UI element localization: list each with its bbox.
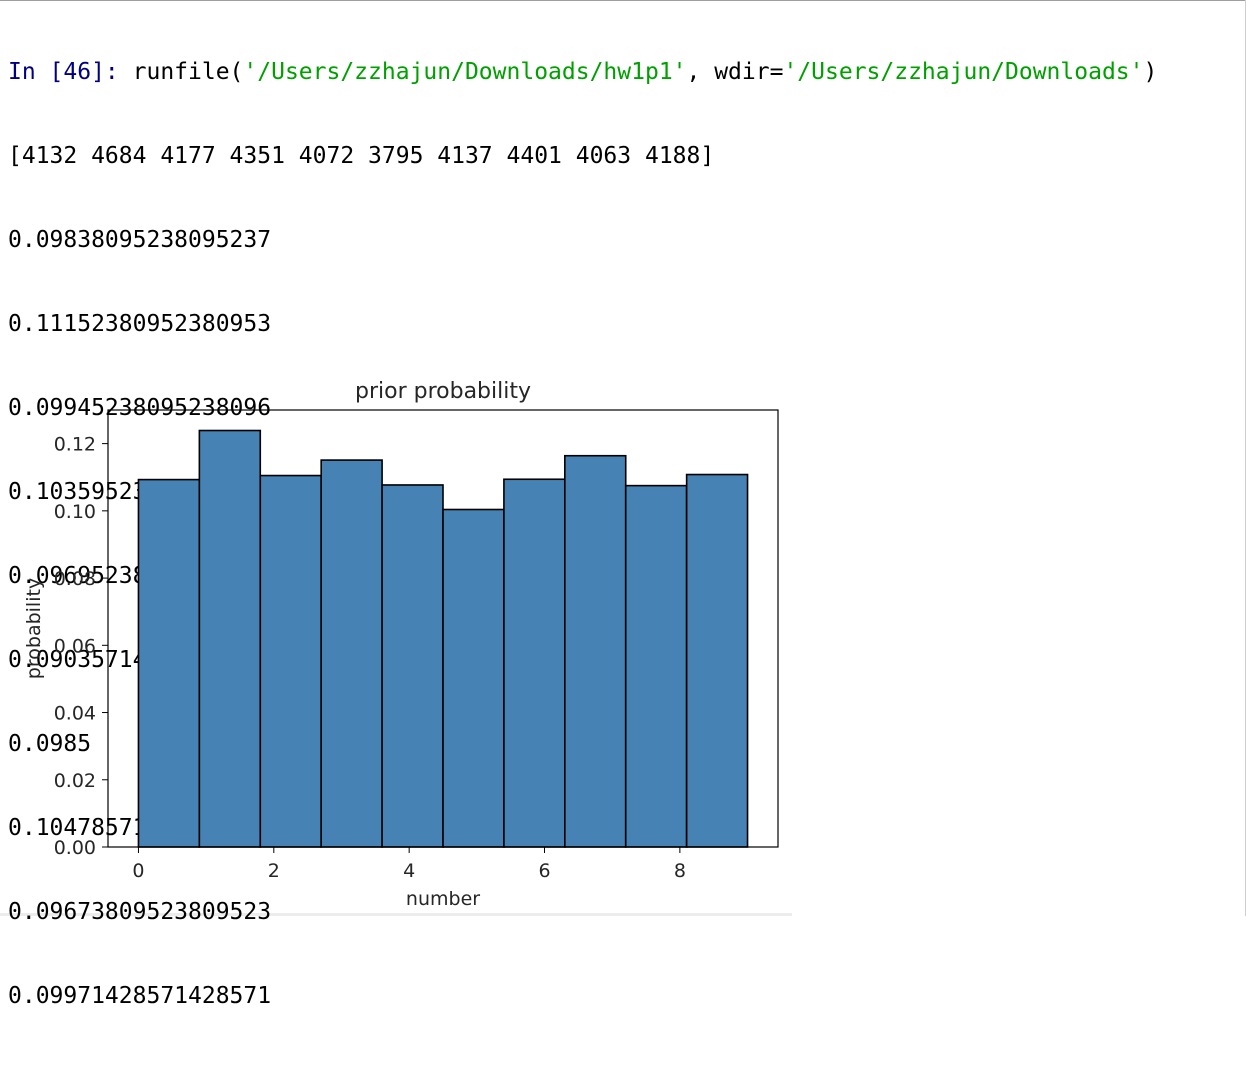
chart-title: prior probability xyxy=(355,379,531,404)
y-tick-label: 0.04 xyxy=(54,703,96,725)
y-tick-label: 0.10 xyxy=(54,501,96,523)
output-counts-array: [4132 4684 4177 4351 4072 3795 4137 4401… xyxy=(8,143,715,169)
y-tick-label: 0.08 xyxy=(54,568,96,590)
command-close-paren: ) xyxy=(1143,59,1158,85)
output-probability-line: 0.0985 xyxy=(8,731,92,757)
x-axis-label: number xyxy=(406,888,480,910)
histogram-bar xyxy=(564,454,627,848)
command-wdir-keyword: , wdir= xyxy=(686,59,784,85)
histogram-bar xyxy=(624,484,688,848)
histogram-bar xyxy=(137,478,201,848)
histogram-bar xyxy=(503,478,566,848)
y-axis-label: probability xyxy=(23,578,45,679)
histogram-bar xyxy=(442,508,505,848)
histogram-bar xyxy=(381,484,444,848)
plot-bottom-divider xyxy=(0,913,792,916)
x-tick-label: 4 xyxy=(403,860,415,882)
input-prompt: In [46]: xyxy=(8,59,119,85)
histogram-bar xyxy=(198,429,262,848)
x-tick-label: 0 xyxy=(132,860,144,882)
x-tick-label: 8 xyxy=(674,860,686,882)
output-probability-line: 0.09971428571428571 xyxy=(8,983,272,1009)
x-tick-label: 6 xyxy=(538,860,550,882)
output-probability-line: 0.11152380952380953 xyxy=(8,311,272,337)
histogram-bar xyxy=(320,459,383,848)
command-runfile: runfile( xyxy=(118,59,244,85)
output-probability-line: 0.09838095238095237 xyxy=(8,227,272,253)
output-probability-line: 0.09945238095238096 xyxy=(8,395,272,421)
axes-frame xyxy=(107,409,779,848)
y-tick-label: 0.12 xyxy=(54,434,96,456)
histogram-bar xyxy=(259,474,322,848)
histogram-plot: 0.00 0.02 0.04 0.06 0.08 0.10 0.12 0 2 4 6 8 prior p… xyxy=(23,379,779,910)
histogram-bar xyxy=(685,473,749,848)
command-path-string: '/Users/zzhajun/Downloads/hw1p1' xyxy=(243,59,687,85)
console-top-border xyxy=(0,0,1246,1)
y-tick-label: 0.00 xyxy=(54,837,96,859)
y-tick-label: 0.02 xyxy=(54,770,96,792)
x-tick-label: 2 xyxy=(268,860,280,882)
y-tick-label: 0.06 xyxy=(54,635,96,657)
ipython-console[interactable]: In [46]: runfile('/Users/zzhajun/Downloa… xyxy=(0,0,1246,1009)
input-line: In [46]: runfile('/Users/zzhajun/Downloa… xyxy=(8,58,1157,86)
command-wdir-string: '/Users/zzhajun/Downloads' xyxy=(783,59,1144,85)
